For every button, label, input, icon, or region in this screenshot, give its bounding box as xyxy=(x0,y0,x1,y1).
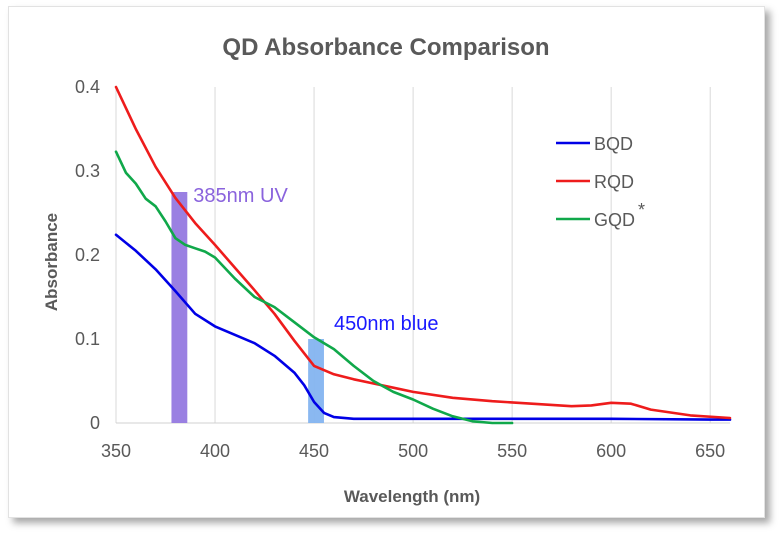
x-axis-label: Wavelength (nm) xyxy=(344,487,480,506)
x-tick-label: 400 xyxy=(200,441,230,461)
highlight-annotations: 385nm UV 450nm blue xyxy=(193,185,438,335)
series-line-rqd xyxy=(114,85,732,420)
legend: BQD RQD GQD * xyxy=(556,134,645,230)
wavelength-highlights xyxy=(171,192,324,423)
chart-title: QD Absorbance Comparison xyxy=(222,34,549,61)
x-tick-label: 350 xyxy=(101,441,131,461)
x-axis-ticks: 350 400 450 500 550 600 650 xyxy=(101,441,725,461)
y-tick-label: 0 xyxy=(90,413,100,433)
y-tick-label: 0.2 xyxy=(75,245,100,265)
x-tick-label: 550 xyxy=(497,441,527,461)
y-tick-label: 0.3 xyxy=(75,161,100,181)
grid-lines xyxy=(115,87,730,424)
series-lines xyxy=(114,85,732,425)
x-tick-label: 600 xyxy=(596,441,626,461)
x-tick-label: 500 xyxy=(398,441,428,461)
series-line-bqd xyxy=(114,233,732,421)
legend-superscript: * xyxy=(638,200,645,220)
absorbance-chart: QD Absorbance Comparison 350 400 450 500 550… xyxy=(42,34,732,506)
x-tick-label: 450 xyxy=(299,441,329,461)
y-axis-label: Absorbance xyxy=(42,213,61,311)
highlight-label: 385nm UV xyxy=(193,185,288,207)
legend-label: BQD xyxy=(594,134,633,154)
x-tick-label: 650 xyxy=(695,441,725,461)
series-line-gqd xyxy=(114,150,514,425)
y-tick-label: 0.1 xyxy=(75,329,100,349)
highlight-label: 450nm blue xyxy=(334,313,439,335)
highlight-band xyxy=(171,192,188,423)
y-axis-ticks: 0 0.1 0.2 0.3 0.4 xyxy=(75,77,100,433)
legend-label: RQD xyxy=(594,172,634,192)
legend-label: GQD xyxy=(594,210,635,230)
y-tick-label: 0.4 xyxy=(75,77,100,97)
chart-card: QD Absorbance Comparison 350 400 450 500 550… xyxy=(8,6,765,518)
highlight-band xyxy=(308,339,324,423)
